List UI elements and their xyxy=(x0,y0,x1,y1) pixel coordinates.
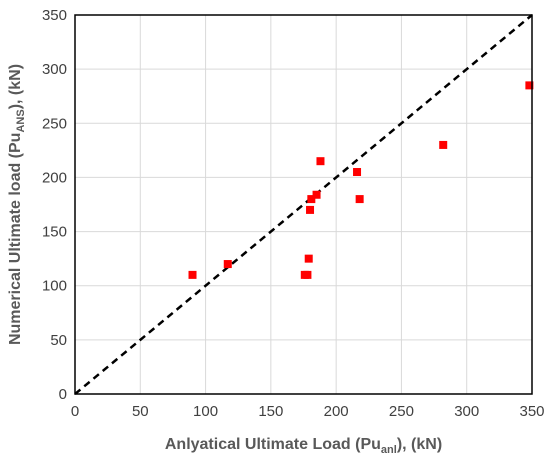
x-tick-label: 200 xyxy=(324,403,349,420)
y-tick-label: 50 xyxy=(50,332,67,349)
data-point xyxy=(303,271,311,279)
y-tick-labels: 0 50 100 150 200 250 300 350 xyxy=(42,7,67,403)
data-point xyxy=(224,260,232,268)
y-axis-title-subscript: ANS xyxy=(15,109,27,132)
y-tick-label: 150 xyxy=(42,224,67,241)
y-tick-label: 300 xyxy=(42,61,67,78)
x-axis-title-main: Anlyatical Ultimate Load (Pu xyxy=(165,436,381,453)
y-tick-label: 0 xyxy=(59,386,67,403)
data-point xyxy=(305,255,313,263)
x-tick-label: 150 xyxy=(258,403,283,420)
x-tick-label: 0 xyxy=(71,403,79,420)
data-point xyxy=(316,157,324,165)
x-tick-label: 50 xyxy=(132,403,149,420)
x-tick-label: 100 xyxy=(193,403,218,420)
x-tick-label: 250 xyxy=(389,403,414,420)
data-point xyxy=(306,206,314,214)
data-point xyxy=(313,191,321,199)
data-points xyxy=(189,81,534,279)
x-tick-label: 300 xyxy=(454,403,479,420)
y-tick-label: 100 xyxy=(42,278,67,295)
y-tick-label: 200 xyxy=(42,169,67,186)
y-axis-title: Numerical Ultimate load (PuANS), (kN) xyxy=(7,64,27,345)
x-axis-title: Anlyatical Ultimate Load (Puanl), (kN) xyxy=(165,436,442,456)
data-point xyxy=(353,168,361,176)
y-axis-title-tail: ), (kN) xyxy=(7,64,24,109)
x-tick-label: 350 xyxy=(519,403,544,420)
x-tick-labels: 0 50 100 150 200 250 300 350 xyxy=(71,403,545,420)
data-point xyxy=(439,141,447,149)
y-axis-title-main: Numerical Ultimate load (Pu xyxy=(7,133,24,346)
y-tick-label: 350 xyxy=(42,7,67,24)
y-tick-label: 250 xyxy=(42,115,67,132)
x-axis-title-tail: ), (kN) xyxy=(397,436,442,453)
reference-line xyxy=(75,15,532,394)
data-point xyxy=(356,195,364,203)
data-point xyxy=(189,271,197,279)
x-axis-title-subscript: anl xyxy=(381,444,397,456)
